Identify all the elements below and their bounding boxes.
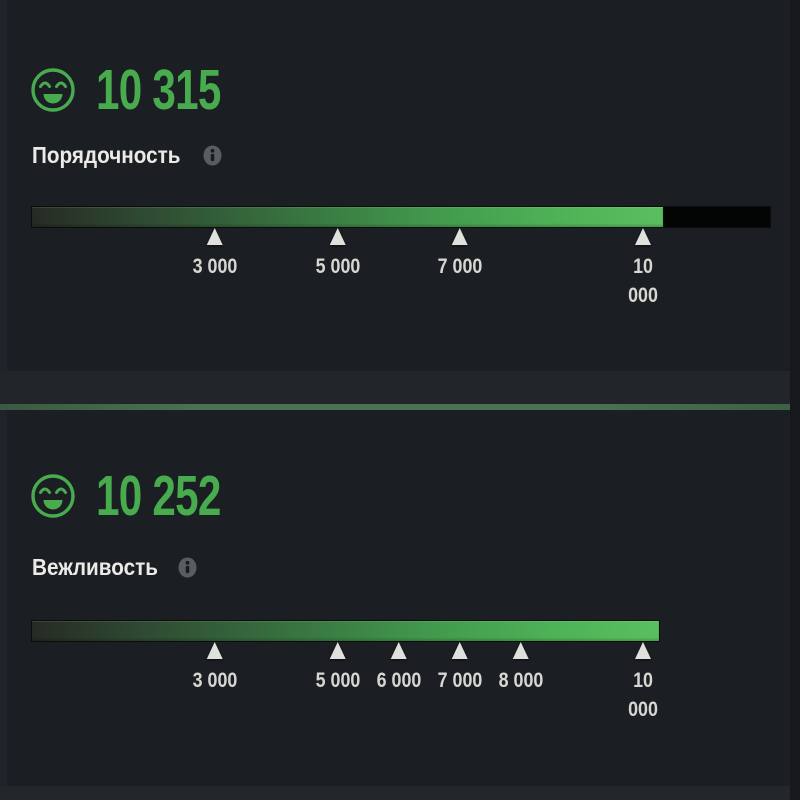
marker-triangle-icon — [330, 228, 346, 245]
marker-triangle-icon — [391, 642, 407, 659]
panel-gap — [0, 371, 800, 404]
marker-triangle-icon — [513, 642, 529, 659]
marker-triangle-icon — [330, 642, 346, 659]
bar-marker-3000: 3 000 — [189, 641, 242, 695]
label-row: Вежливость — [32, 554, 197, 580]
marker-label: 3 000 — [192, 669, 238, 692]
marker-label: 5 000 — [315, 255, 361, 278]
marker-label: 7 000 — [437, 255, 483, 278]
behavior-score-bar: 3 000 5 000 6 000 7 000 8 000 10 000 — [32, 621, 770, 721]
bar-marker-3000: 3 000 — [189, 227, 242, 281]
marker-label: 5 000 — [315, 669, 361, 692]
bar-fill — [32, 621, 659, 641]
bar-marker-7000: 7 000 — [434, 227, 487, 281]
marker-triangle-icon — [452, 642, 468, 659]
score-row: 10 252 — [30, 464, 264, 528]
right-edge-strip — [790, 0, 800, 800]
score-panel-decency: 10 315 Порядочность 3 000 5 000 7 000 10 00… — [0, 0, 800, 371]
marker-label: 7 000 — [437, 669, 483, 692]
behavior-score-bar: 3 000 5 000 7 000 10 000 — [32, 207, 770, 307]
stat-label: Вежливость — [32, 553, 158, 580]
bar-fill — [32, 207, 663, 227]
marker-label: 8 000 — [498, 669, 544, 692]
marker-label: 6 000 — [376, 669, 422, 692]
marker-label: 10 000 — [628, 669, 658, 721]
info-icon[interactable] — [178, 557, 197, 578]
label-row: Порядочность — [32, 142, 222, 168]
score-row: 10 315 — [30, 58, 264, 122]
score-value: 10 315 — [96, 58, 221, 122]
marker-triangle-icon — [207, 642, 223, 659]
score-panel-politeness: 10 252 Вежливость 3 000 5 000 6 000 7 000 8 … — [0, 410, 800, 786]
bar-marker-6000: 6 000 — [373, 641, 426, 695]
score-value: 10 252 — [96, 464, 221, 528]
smiley-face-icon — [31, 474, 75, 518]
bar-marker-5000: 5 000 — [312, 227, 365, 281]
marker-triangle-icon — [635, 642, 651, 659]
marker-label: 10 000 — [628, 255, 658, 307]
marker-label: 3 000 — [192, 255, 238, 278]
marker-triangle-icon — [635, 228, 651, 245]
smiley-face-icon — [31, 68, 75, 112]
stat-label: Порядочность — [32, 141, 181, 168]
bar-marker-7000: 7 000 — [434, 641, 487, 695]
info-icon[interactable] — [203, 145, 222, 166]
bar-marker-5000: 5 000 — [312, 641, 365, 695]
bar-marker-10000: 10 000 — [616, 641, 670, 724]
bar-markers: 3 000 5 000 7 000 10 000 — [32, 207, 770, 307]
marker-triangle-icon — [207, 228, 223, 245]
bar-markers: 3 000 5 000 6 000 7 000 8 000 10 000 — [32, 621, 770, 721]
bar-marker-10000: 10 000 — [616, 227, 670, 310]
bar-marker-8000: 8 000 — [495, 641, 548, 695]
bottom-gutter — [0, 786, 800, 800]
panel-divider — [0, 404, 792, 410]
marker-triangle-icon — [452, 228, 468, 245]
